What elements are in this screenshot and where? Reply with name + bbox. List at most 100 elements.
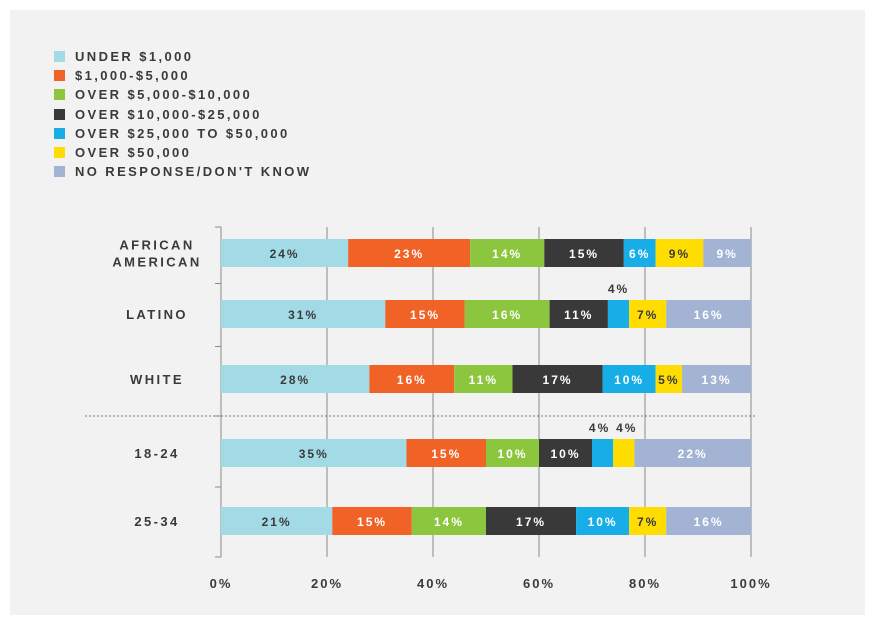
bar-value-label: 15% xyxy=(357,515,387,529)
bar-segment xyxy=(703,239,751,267)
category-label: WHITE xyxy=(130,372,184,387)
bar-value-label: 9% xyxy=(669,247,690,261)
x-tick-label: 20% xyxy=(311,576,343,591)
bar-value-label: 15% xyxy=(410,308,440,322)
bar-value-label: 24% xyxy=(270,247,300,261)
bar-segment xyxy=(544,239,624,267)
bar-segment xyxy=(486,507,577,535)
x-tick-label: 0% xyxy=(210,576,233,591)
bar-value-label: 23% xyxy=(394,247,424,261)
bar-segment xyxy=(470,239,545,267)
bar-segment xyxy=(539,439,592,467)
legend-swatch xyxy=(54,70,65,82)
bar-value-label: 14% xyxy=(434,515,464,529)
bar-segment xyxy=(332,507,412,535)
category-label: AMERICAN xyxy=(112,255,201,270)
bar-value-label: 17% xyxy=(516,515,546,529)
bar-value-label-above: 4% xyxy=(616,421,637,435)
legend-item-10000-25000: OVER $10,000-$25,000 xyxy=(54,105,311,124)
x-tick-label: 100% xyxy=(730,576,771,591)
bar-segment xyxy=(666,507,751,535)
x-tick-label: 60% xyxy=(523,576,555,591)
bar-segment xyxy=(682,365,751,393)
bar-segment xyxy=(666,300,751,328)
bar-segment xyxy=(607,300,630,328)
legend-item-5000-10000: OVER $5,000-$10,000 xyxy=(54,85,311,104)
bar-value-label: 5% xyxy=(658,373,679,387)
bar-segment xyxy=(385,300,465,328)
bar-value-label: 11% xyxy=(469,373,498,387)
bar-segment xyxy=(623,239,656,267)
legend-swatch xyxy=(54,127,65,139)
bar-segment xyxy=(613,439,635,467)
bar-value-label: 15% xyxy=(569,247,599,261)
bar-segment xyxy=(629,300,667,328)
bar-value-label: 17% xyxy=(543,373,573,387)
legend-swatch xyxy=(54,51,65,63)
bar-segment xyxy=(602,365,656,393)
legend-label: $1,000-$5,000 xyxy=(75,68,191,84)
legend-swatch xyxy=(54,166,65,178)
x-tick-label: 80% xyxy=(629,576,661,591)
bar-segment xyxy=(549,300,608,328)
x-tick-label: 40% xyxy=(417,576,449,591)
bar-value-label: 7% xyxy=(637,308,658,322)
bar-segment xyxy=(411,507,486,535)
bar-segment xyxy=(629,507,667,535)
legend-item-25000-50000: OVER $25,000 TO $50,000 xyxy=(54,124,311,143)
legend-swatch xyxy=(54,108,65,120)
category-label: LATINO xyxy=(126,307,188,322)
bar-value-label: 35% xyxy=(299,447,329,461)
legend-item-1000-5000: $1,000-$5,000 xyxy=(54,66,311,85)
bar-value-label: 11% xyxy=(564,308,593,322)
bar-value-label: 10% xyxy=(497,447,527,461)
bar-value-label: 10% xyxy=(550,447,580,461)
legend-swatch xyxy=(54,147,65,159)
category-label: 25-34 xyxy=(134,514,179,529)
bar-segment xyxy=(592,439,614,467)
legend-label: OVER $10,000-$25,000 xyxy=(75,106,262,122)
category-label: AFRICAN xyxy=(119,238,194,253)
bar-segment xyxy=(221,507,333,535)
bar-segment xyxy=(221,365,370,393)
bar-value-label: 15% xyxy=(431,447,461,461)
bar-segment xyxy=(655,365,683,393)
bar-value-label: 21% xyxy=(262,515,292,529)
legend: UNDER $1,000 $1,000-$5,000 OVER $5,000-$… xyxy=(54,47,311,181)
bar-segment xyxy=(576,507,630,535)
legend-label: OVER $25,000 TO $50,000 xyxy=(75,125,290,141)
legend-label: NO RESPONSE/DON'T KNOW xyxy=(75,164,312,180)
legend-item-under-1000: UNDER $1,000 xyxy=(54,47,311,66)
bar-value-label: 13% xyxy=(702,373,732,387)
bar-value-label: 16% xyxy=(694,515,724,529)
bar-value-label: 28% xyxy=(280,373,310,387)
bar-value-label: 7% xyxy=(637,515,658,529)
bar-segment xyxy=(221,439,407,467)
bar-value-label: 10% xyxy=(588,515,618,529)
bar-value-label: 22% xyxy=(678,447,708,461)
legend-swatch xyxy=(54,89,65,101)
bar-value-label: 14% xyxy=(492,247,522,261)
bar-segment xyxy=(512,365,603,393)
bar-segment xyxy=(348,239,471,267)
bar-segment xyxy=(486,439,539,467)
bar-value-label: 16% xyxy=(694,308,724,322)
bar-value-label: 31% xyxy=(288,308,318,322)
bar-value-label: 16% xyxy=(397,373,427,387)
bar-value-label-above: 4% xyxy=(589,421,610,435)
bar-value-label-above: 4% xyxy=(608,282,629,296)
legend-label: OVER $50,000 xyxy=(75,145,192,161)
legend-label: OVER $5,000-$10,000 xyxy=(75,87,253,103)
legend-label: UNDER $1,000 xyxy=(75,49,194,65)
bar-segment xyxy=(464,300,550,328)
legend-item-no-response: NO RESPONSE/DON'T KNOW xyxy=(54,162,311,181)
bar-value-label: 10% xyxy=(614,373,644,387)
bar-value-label: 6% xyxy=(629,247,650,261)
bar-segment xyxy=(369,365,455,393)
bar-segment xyxy=(655,239,704,267)
bar-segment xyxy=(454,365,513,393)
category-label: 18-24 xyxy=(134,446,179,461)
bar-segment xyxy=(221,239,349,267)
bar-value-label: 16% xyxy=(492,308,522,322)
